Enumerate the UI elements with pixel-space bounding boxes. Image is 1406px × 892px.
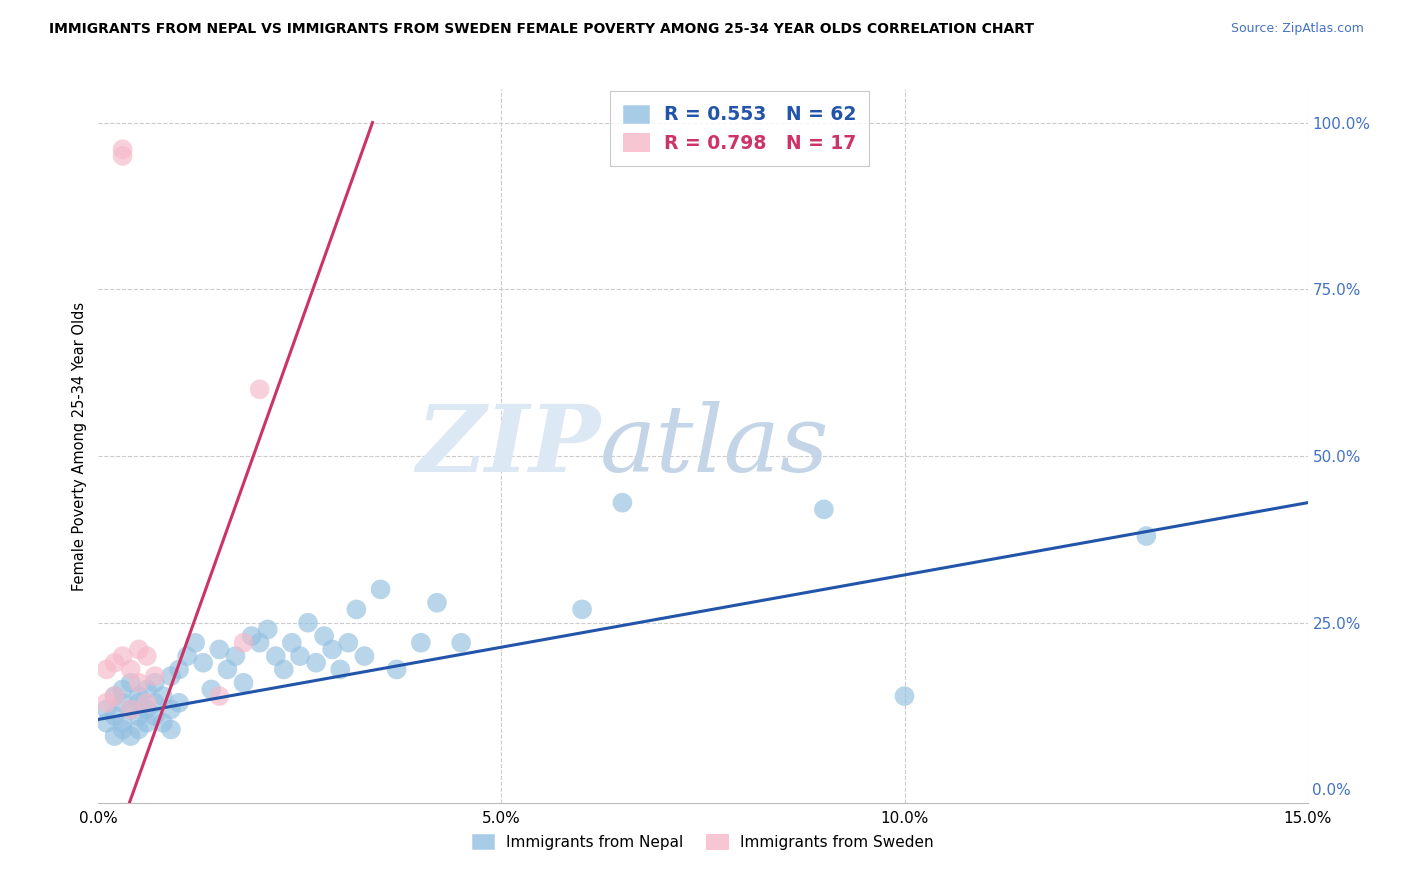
- Point: [143, 675, 166, 690]
- Point: [128, 689, 150, 703]
- Point: [120, 675, 142, 690]
- Point: [297, 615, 319, 630]
- Point: [217, 662, 239, 676]
- Point: [249, 636, 271, 650]
- Point: [450, 636, 472, 650]
- Point: [160, 702, 183, 716]
- Point: [152, 715, 174, 730]
- Text: Source: ZipAtlas.com: Source: ZipAtlas.com: [1230, 22, 1364, 36]
- Point: [128, 675, 150, 690]
- Point: [135, 715, 157, 730]
- Point: [426, 596, 449, 610]
- Point: [103, 729, 125, 743]
- Point: [200, 682, 222, 697]
- Point: [103, 689, 125, 703]
- Point: [240, 629, 263, 643]
- Point: [135, 649, 157, 664]
- Text: ZIP: ZIP: [416, 401, 600, 491]
- Point: [353, 649, 375, 664]
- Point: [103, 656, 125, 670]
- Point: [288, 649, 311, 664]
- Point: [256, 623, 278, 637]
- Point: [120, 702, 142, 716]
- Point: [184, 636, 207, 650]
- Point: [128, 696, 150, 710]
- Point: [264, 649, 287, 664]
- Point: [111, 142, 134, 156]
- Point: [103, 709, 125, 723]
- Point: [111, 715, 134, 730]
- Point: [143, 709, 166, 723]
- Point: [160, 669, 183, 683]
- Point: [143, 669, 166, 683]
- Point: [135, 696, 157, 710]
- Point: [314, 629, 336, 643]
- Point: [128, 723, 150, 737]
- Point: [571, 602, 593, 616]
- Point: [120, 702, 142, 716]
- Point: [96, 715, 118, 730]
- Point: [111, 649, 134, 664]
- Point: [337, 636, 360, 650]
- Point: [111, 696, 134, 710]
- Point: [305, 656, 328, 670]
- Point: [96, 696, 118, 710]
- Point: [329, 662, 352, 676]
- Point: [128, 642, 150, 657]
- Point: [1135, 529, 1157, 543]
- Point: [128, 709, 150, 723]
- Point: [893, 689, 915, 703]
- Point: [120, 729, 142, 743]
- Point: [143, 696, 166, 710]
- Point: [813, 502, 835, 516]
- Point: [111, 723, 134, 737]
- Point: [96, 702, 118, 716]
- Point: [167, 662, 190, 676]
- Point: [96, 662, 118, 676]
- Point: [321, 642, 343, 657]
- Point: [273, 662, 295, 676]
- Point: [120, 662, 142, 676]
- Point: [208, 689, 231, 703]
- Point: [152, 689, 174, 703]
- Point: [135, 702, 157, 716]
- Point: [176, 649, 198, 664]
- Legend: Immigrants from Nepal, Immigrants from Sweden: Immigrants from Nepal, Immigrants from S…: [467, 828, 939, 855]
- Point: [167, 696, 190, 710]
- Point: [111, 682, 134, 697]
- Text: atlas: atlas: [600, 401, 830, 491]
- Point: [160, 723, 183, 737]
- Point: [193, 656, 215, 670]
- Point: [409, 636, 432, 650]
- Point: [111, 149, 134, 163]
- Y-axis label: Female Poverty Among 25-34 Year Olds: Female Poverty Among 25-34 Year Olds: [72, 301, 87, 591]
- Point: [224, 649, 246, 664]
- Text: IMMIGRANTS FROM NEPAL VS IMMIGRANTS FROM SWEDEN FEMALE POVERTY AMONG 25-34 YEAR : IMMIGRANTS FROM NEPAL VS IMMIGRANTS FROM…: [49, 22, 1035, 37]
- Point: [135, 682, 157, 697]
- Point: [103, 689, 125, 703]
- Point: [232, 675, 254, 690]
- Point: [208, 642, 231, 657]
- Point: [344, 602, 367, 616]
- Point: [281, 636, 304, 650]
- Point: [385, 662, 408, 676]
- Point: [249, 382, 271, 396]
- Point: [232, 636, 254, 650]
- Point: [612, 496, 634, 510]
- Point: [370, 582, 392, 597]
